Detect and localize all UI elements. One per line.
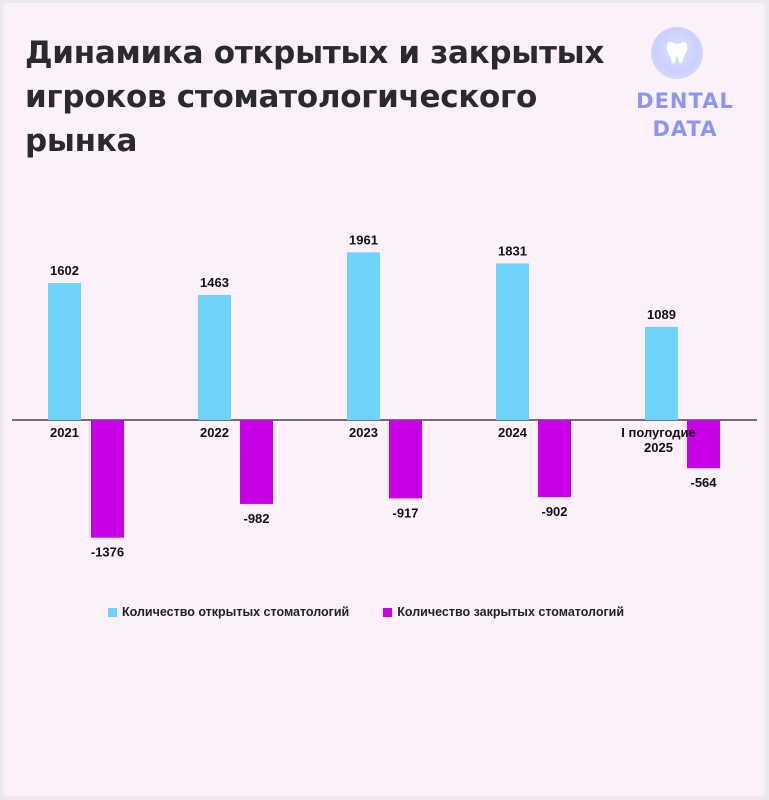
value-label-closed-4: -564 (690, 475, 717, 490)
bar-closed-2 (389, 420, 422, 499)
value-label-closed-1: -982 (243, 511, 269, 526)
category-label-0: 2021 (50, 425, 79, 440)
category-label-4-line0: I полугодие (621, 425, 696, 440)
category-label-1: 2022 (200, 425, 229, 440)
logo-text-dental: DENTAL (636, 89, 734, 113)
value-label-opened-1: 1463 (200, 275, 229, 290)
legend-label-closed: Количество закрытых стоматологий (397, 605, 625, 619)
legend-swatch-closed (383, 607, 393, 617)
page-title: Динамика открытых и закрытых игроков сто… (25, 35, 605, 159)
legend-swatch-opened (108, 607, 117, 617)
value-label-closed-2: -917 (392, 505, 418, 520)
value-label-opened-2: 1961 (349, 232, 378, 247)
bar-closed-1 (240, 420, 273, 504)
legend-item-closed: Количество закрытых стоматологий (383, 605, 624, 619)
bar-opened-3 (496, 263, 529, 420)
logo-text-data: DATA (652, 117, 718, 141)
legend: Количество открытых стоматологий Количес… (108, 605, 624, 619)
bar-opened-2 (347, 252, 380, 420)
value-label-opened-3: 1831 (498, 243, 527, 258)
legend-item-opened: Количество открытых стоматологий (108, 605, 349, 619)
chart-card: Динамика открытых и закрытых игроков сто… (3, 3, 765, 796)
legend-label-opened: Количество открытых стоматологий (122, 605, 350, 619)
value-label-closed-0: -1376 (91, 545, 124, 560)
bar-opened-4 (645, 326, 678, 420)
category-label-2: 2023 (349, 425, 378, 440)
tooth-icon (666, 42, 688, 64)
logo-badge (651, 27, 703, 79)
bar-opened-0 (48, 283, 81, 420)
bar-closed-3 (538, 420, 571, 498)
bar-closed-4 (687, 420, 720, 469)
bar-opened-1 (198, 294, 231, 420)
category-label-3: 2024 (498, 425, 528, 440)
bar-chart: 1602 1463 1961 1831 1089 -1376 -982 -917 -902 -56… (12, 232, 757, 560)
bar-closed-0 (91, 420, 124, 538)
logo: DENTAL DATA (615, 25, 755, 145)
category-label-4-line1: 2025 (644, 440, 673, 455)
value-label-opened-4: 1089 (647, 307, 676, 322)
value-label-closed-3: -902 (541, 504, 567, 519)
value-label-opened-0: 1602 (50, 263, 79, 278)
